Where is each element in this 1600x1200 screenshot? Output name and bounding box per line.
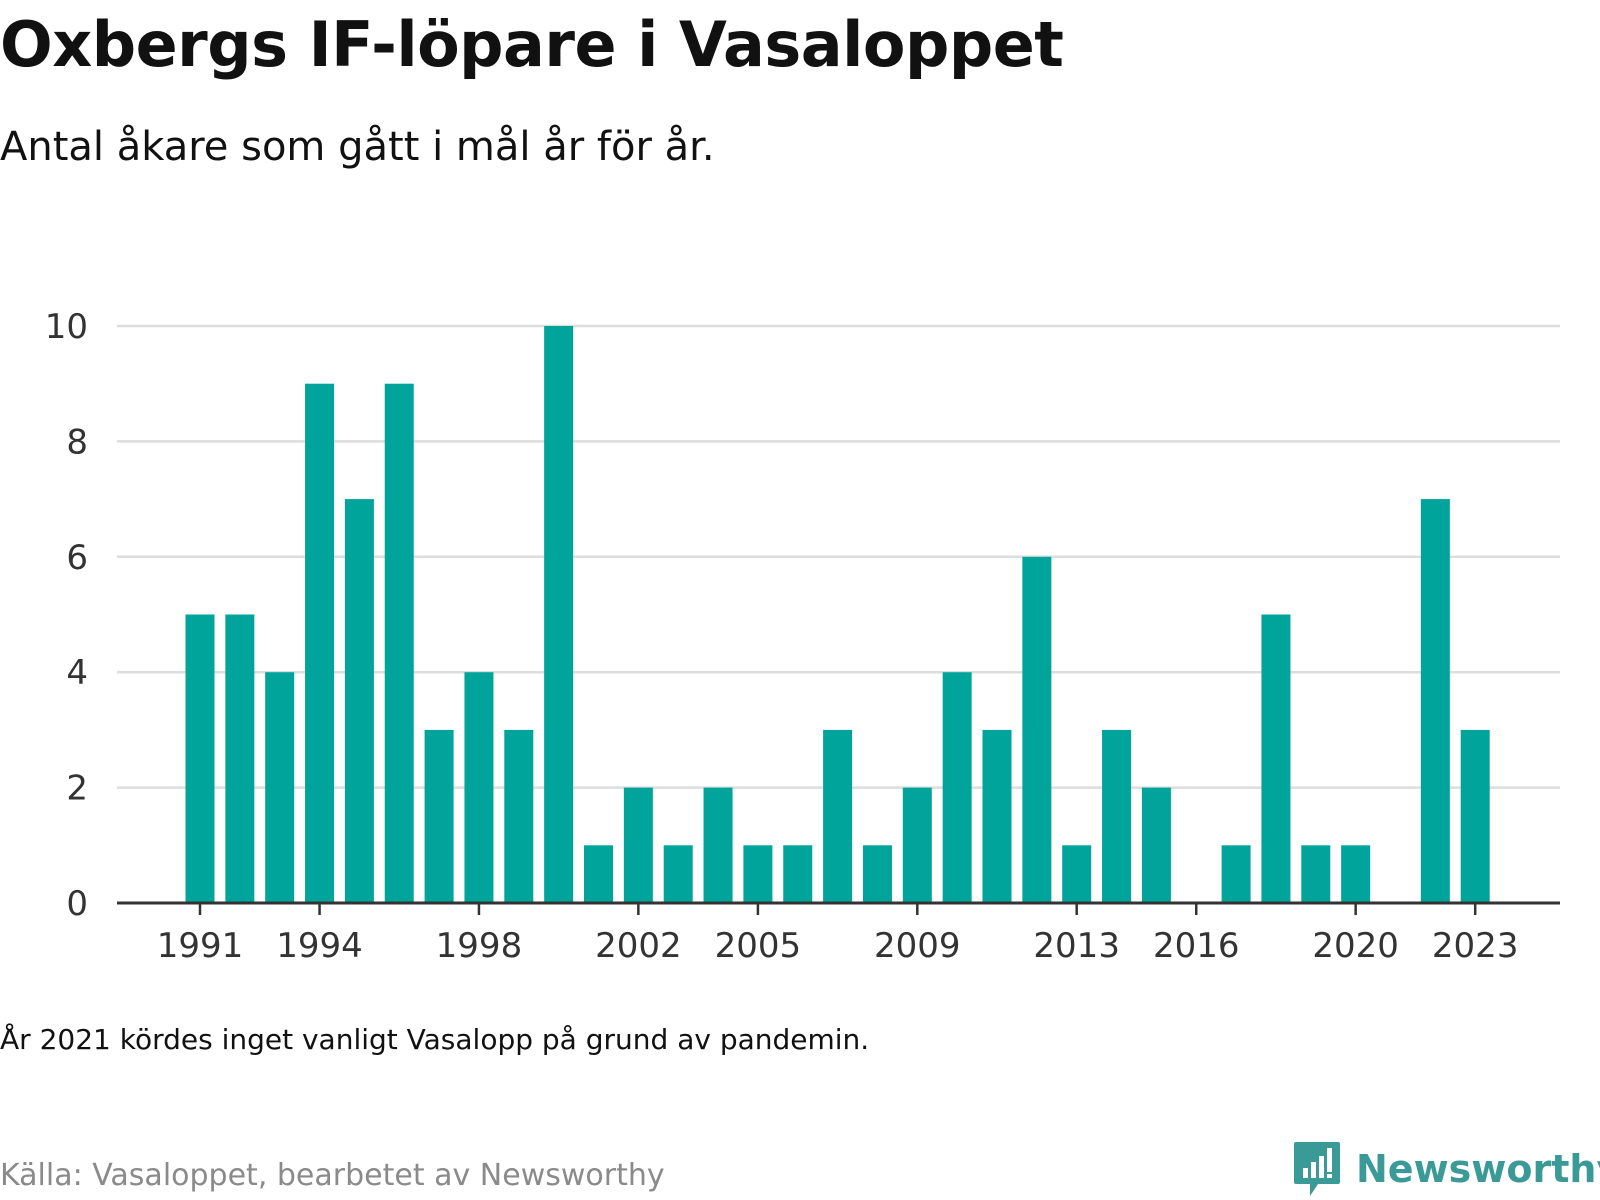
- x-tick-label-2013: 2013: [1033, 926, 1120, 966]
- x-tick-label-2016: 2016: [1153, 926, 1240, 966]
- chart-subtitle: Antal åkare som gått i mål år för år.: [0, 124, 715, 170]
- y-tick-label-8: 8: [66, 422, 88, 462]
- chart-title: Oxbergs IF-löpare i Vasaloppet: [0, 8, 1064, 81]
- bar-2011: [982, 729, 1012, 903]
- bar-2014: [1102, 729, 1132, 903]
- x-tick-label-1998: 1998: [436, 926, 523, 966]
- chart-note: År 2021 kördes inget vanligt Vasalopp på…: [0, 1023, 870, 1056]
- x-tick-label-2020: 2020: [1312, 926, 1399, 966]
- bar-1991: [185, 614, 215, 903]
- bar-1998: [464, 672, 494, 903]
- bar-1997: [424, 729, 454, 903]
- bar-2005: [743, 845, 773, 903]
- bar-2010: [942, 672, 972, 903]
- brand-logo: Newsworthy: [1292, 1140, 1600, 1198]
- bar-2006: [783, 845, 813, 903]
- bar-2018: [1261, 614, 1291, 903]
- bar-2001: [584, 845, 613, 903]
- bar-2009: [902, 787, 932, 903]
- x-tick-label-2005: 2005: [715, 926, 802, 966]
- bar-1999: [504, 729, 534, 903]
- bar-1996: [384, 383, 414, 903]
- y-tick-label-4: 4: [66, 653, 88, 693]
- bar-2017: [1221, 845, 1251, 903]
- x-tick-label-2002: 2002: [595, 926, 682, 966]
- bar-2004: [703, 787, 733, 903]
- bar-1995: [344, 499, 374, 903]
- x-tick-label-1991: 1991: [157, 926, 244, 966]
- y-tick-label-0: 0: [66, 884, 88, 924]
- bar-2000: [544, 326, 574, 903]
- y-tick-label-10: 10: [45, 307, 88, 347]
- brand-name: Newsworthy: [1356, 1147, 1600, 1191]
- bar-chart-speech-bubble-icon: [1294, 1142, 1340, 1196]
- y-tick-label-6: 6: [66, 538, 88, 578]
- bar-2013: [1062, 845, 1092, 903]
- bar-2019: [1301, 845, 1331, 903]
- bar-2007: [823, 729, 853, 903]
- source-text: Källa: Vasaloppet, bearbetet av Newswort…: [0, 1158, 665, 1193]
- y-tick-label-2: 2: [66, 769, 88, 809]
- x-tick-label-2023: 2023: [1432, 926, 1519, 966]
- bar-2015: [1141, 787, 1171, 903]
- bar-1993: [265, 672, 295, 903]
- bar-2002: [623, 787, 653, 903]
- bar-2020: [1341, 845, 1371, 903]
- bar-2008: [862, 845, 892, 903]
- bar-1992: [225, 614, 255, 903]
- bar-2022: [1420, 499, 1450, 903]
- x-tick-label-1994: 1994: [276, 926, 363, 966]
- bar-1994: [305, 383, 335, 903]
- bar-2012: [1022, 556, 1052, 903]
- bar-chart: 0 2 4 6 8 10 1991 1994 1998 2002 2005 2009 2013 2016 2…: [45, 307, 1560, 966]
- bar-2003: [663, 845, 693, 903]
- x-tick-label-2009: 2009: [874, 926, 961, 966]
- bar-2023: [1460, 729, 1490, 903]
